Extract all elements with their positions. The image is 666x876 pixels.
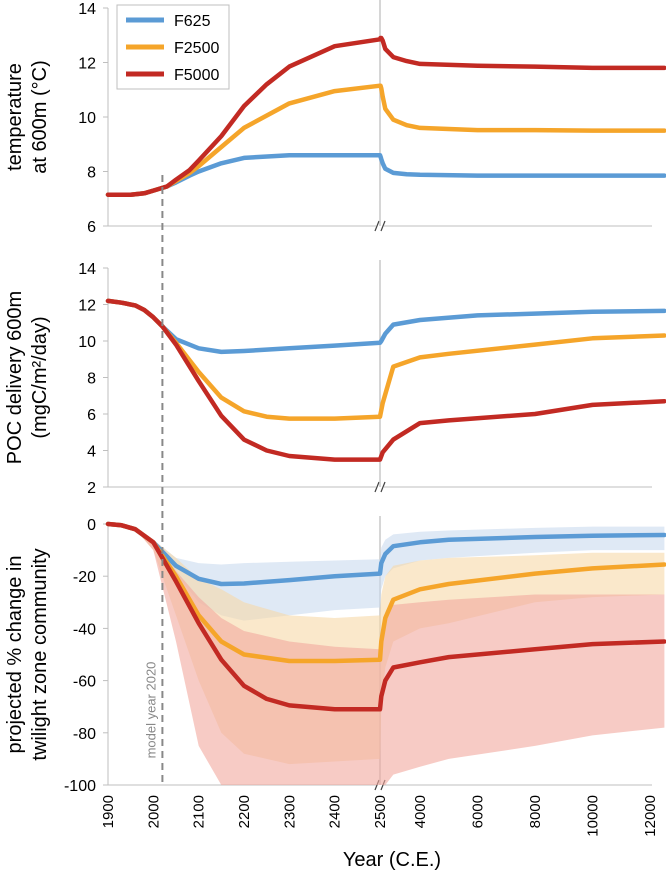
y-tick-label: 10 <box>78 110 96 127</box>
axis-break-mark <box>374 481 380 493</box>
model-year-annotation: model year 2020 <box>143 662 158 759</box>
panel-2: POC delivery 600m (mgC/m²/day) 2 4 6 8 10 12 14 <box>4 260 666 497</box>
x-tick-label: 2300 <box>281 795 298 828</box>
panel-3: projected % change in twilight zone commu… <box>4 516 666 795</box>
y-tick-label: 12 <box>78 56 96 73</box>
legend-label-f5000: F5000 <box>174 67 219 84</box>
series-line-f2500 <box>105 298 666 421</box>
legend-label-f625: F625 <box>174 13 211 30</box>
y-tick-label: 8 <box>87 165 96 182</box>
series-line-f2500 <box>105 83 666 197</box>
y-tick-label: 4 <box>87 444 96 461</box>
y-tick-label: 6 <box>87 407 96 424</box>
x-tick-label: 2100 <box>191 795 208 828</box>
x-axis-label: Year (C.E.) <box>343 849 441 871</box>
x-tick-label: 1900 <box>100 795 117 828</box>
x-tick-label: 2000 <box>145 795 162 828</box>
series-line-f5000 <box>105 521 666 712</box>
legend: F625 F2500 F5000 <box>116 4 230 90</box>
x-tick-label: 4000 <box>412 795 429 828</box>
series-line-f625 <box>105 152 666 197</box>
panel-1: temperature at 600m (°C) 6 8 10 12 14 <box>4 0 666 236</box>
y-tick-label: -100 <box>64 778 96 795</box>
y-tick-label: 6 <box>87 219 96 236</box>
y-axis-label-line-2: twilight zone community <box>29 548 51 760</box>
series-line-f625 <box>105 298 666 355</box>
x-tick-label: 2400 <box>327 795 344 828</box>
x-tick-label: 6000 <box>470 795 487 828</box>
series-line-f5000 <box>105 298 666 462</box>
y-axis-label-line-2: (mgC/m²/day) <box>29 316 51 438</box>
legend-label-f2500: F2500 <box>174 40 219 57</box>
y-axis-label-line-1: temperature <box>4 63 26 171</box>
y-tick-label: -60 <box>73 674 96 691</box>
y-tick-label: 0 <box>87 517 96 534</box>
axis-break-mark <box>374 220 380 232</box>
band-f625 <box>108 524 665 621</box>
y-tick-label: -20 <box>73 569 96 586</box>
axis-break-mark <box>380 220 386 232</box>
x-tick-label: 12000 <box>642 795 659 837</box>
x-tick-label: 2200 <box>236 795 253 828</box>
series-line-f5000 <box>105 35 666 197</box>
y-axis-label-line-1: projected % change in <box>4 556 26 754</box>
y-tick-label: 14 <box>78 261 96 278</box>
y-tick-label: 10 <box>78 334 96 351</box>
x-tick-label: 8000 <box>527 795 544 828</box>
x-tick-label: 10000 <box>585 795 602 837</box>
y-tick-label: 8 <box>87 371 96 388</box>
x-tick-label: 2500 <box>372 795 389 828</box>
y-tick-label: 2 <box>87 480 96 497</box>
band-f5000 <box>108 524 665 785</box>
y-tick-label: 12 <box>78 298 96 315</box>
axis-break-mark <box>380 481 386 493</box>
y-tick-label: -40 <box>73 621 96 638</box>
y-axis-label-line-1: POC delivery 600m <box>4 291 26 464</box>
y-tick-label: -80 <box>73 726 96 743</box>
y-tick-label: 14 <box>78 1 96 18</box>
y-axis-label-line-2: at 600m (°C) <box>29 60 51 174</box>
